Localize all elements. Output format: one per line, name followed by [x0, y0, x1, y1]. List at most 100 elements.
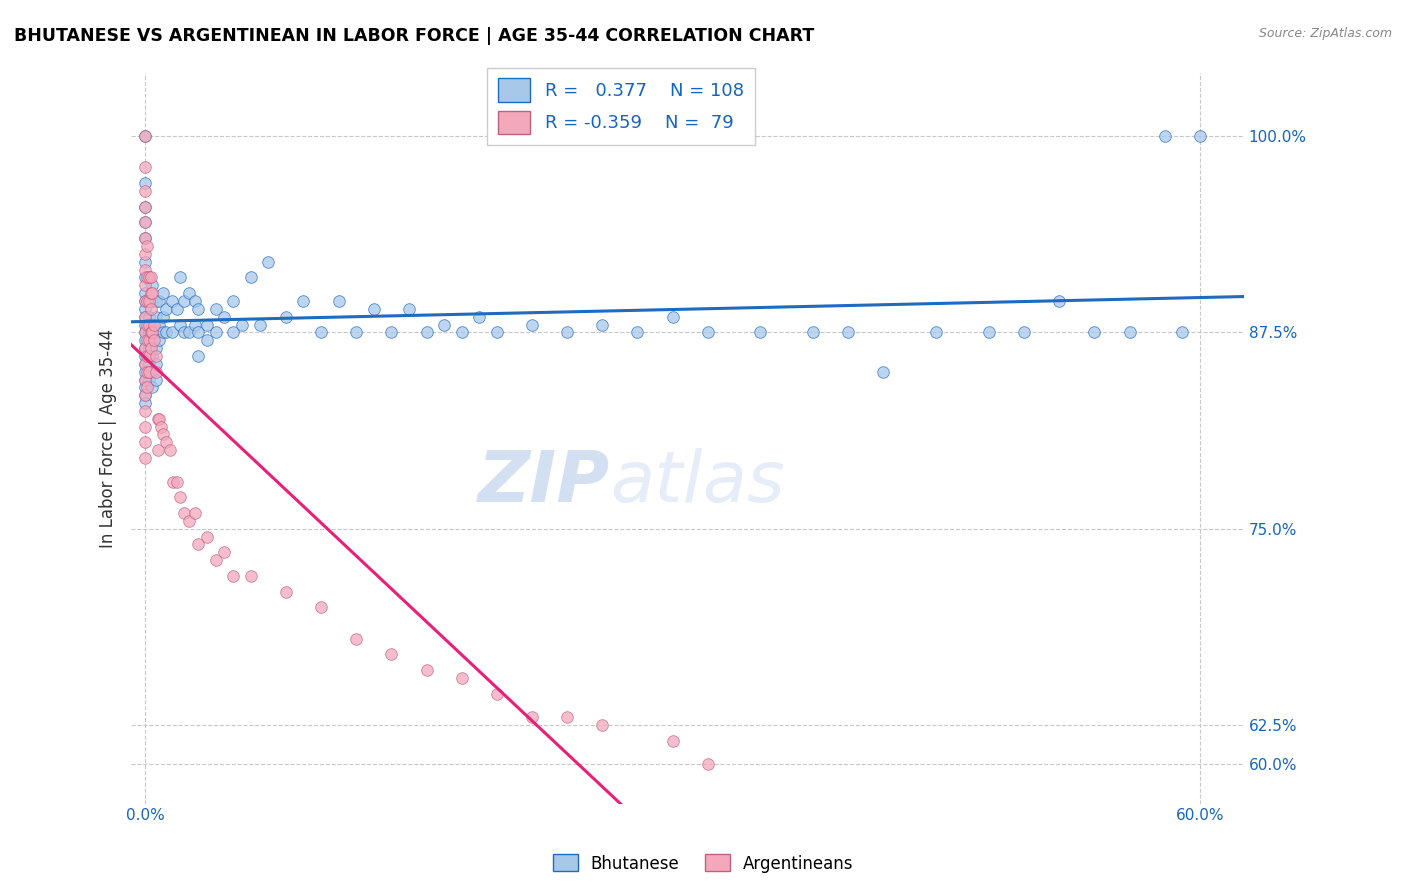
Point: [977, 326, 1000, 340]
Point: [134, 380, 156, 394]
Point: [134, 129, 156, 144]
Point: [195, 530, 218, 544]
Point: [468, 310, 491, 324]
Point: [274, 584, 297, 599]
Point: [380, 326, 402, 340]
Point: [136, 380, 159, 394]
Point: [661, 733, 683, 747]
Point: [134, 404, 156, 418]
Point: [141, 380, 163, 394]
Point: [145, 372, 167, 386]
Point: [239, 569, 262, 583]
Point: [231, 318, 253, 332]
Point: [309, 600, 332, 615]
Point: [146, 443, 169, 458]
Point: [173, 326, 195, 340]
Point: [141, 286, 163, 301]
Point: [139, 301, 162, 316]
Point: [1171, 326, 1194, 340]
Point: [134, 286, 156, 301]
Point: [134, 231, 156, 245]
Point: [134, 365, 156, 379]
Point: [139, 341, 162, 355]
Point: [204, 301, 226, 316]
Point: [134, 247, 156, 261]
Point: [134, 341, 156, 355]
Point: [143, 333, 166, 347]
Point: [134, 215, 156, 229]
Point: [179, 326, 201, 340]
Point: [214, 310, 236, 324]
Point: [204, 326, 226, 340]
Point: [134, 301, 156, 316]
Point: [626, 326, 648, 340]
Point: [187, 326, 209, 340]
Text: Source: ZipAtlas.com: Source: ZipAtlas.com: [1258, 27, 1392, 40]
Point: [1012, 326, 1035, 340]
Point: [134, 278, 156, 293]
Point: [136, 239, 159, 253]
Point: [160, 293, 183, 308]
Point: [145, 326, 167, 340]
Point: [166, 301, 188, 316]
Point: [141, 326, 163, 340]
Point: [143, 318, 166, 332]
Point: [520, 710, 543, 724]
Point: [138, 318, 160, 332]
Point: [344, 326, 367, 340]
Point: [749, 326, 772, 340]
Point: [1047, 293, 1070, 308]
Point: [134, 215, 156, 229]
Point: [134, 372, 156, 386]
Point: [134, 333, 156, 347]
Point: [139, 270, 162, 285]
Point: [138, 333, 160, 347]
Point: [145, 357, 167, 371]
Point: [134, 293, 156, 308]
Point: [145, 341, 167, 355]
Point: [141, 365, 163, 379]
Point: [160, 326, 183, 340]
Point: [138, 365, 160, 379]
Point: [591, 718, 613, 732]
Point: [148, 411, 170, 425]
Point: [145, 349, 167, 363]
Point: [183, 318, 205, 332]
Point: [134, 326, 156, 340]
Text: atlas: atlas: [610, 448, 785, 516]
Point: [136, 333, 159, 347]
Point: [204, 553, 226, 567]
Point: [309, 326, 332, 340]
Point: [134, 231, 156, 245]
Point: [134, 419, 156, 434]
Point: [415, 663, 437, 677]
Point: [169, 318, 191, 332]
Point: [183, 293, 205, 308]
Point: [134, 200, 156, 214]
Point: [274, 310, 297, 324]
Point: [134, 357, 156, 371]
Point: [187, 349, 209, 363]
Point: [328, 293, 350, 308]
Point: [134, 326, 156, 340]
Point: [363, 301, 385, 316]
Point: [239, 270, 262, 285]
Legend: Bhutanese, Argentineans: Bhutanese, Argentineans: [546, 847, 860, 880]
Point: [162, 475, 184, 489]
Point: [555, 710, 578, 724]
Point: [173, 293, 195, 308]
Point: [1083, 326, 1105, 340]
Point: [380, 648, 402, 662]
Point: [555, 326, 578, 340]
Point: [148, 318, 170, 332]
Point: [134, 357, 156, 371]
Point: [134, 310, 156, 324]
Point: [450, 671, 472, 685]
Point: [141, 333, 163, 347]
Point: [134, 341, 156, 355]
Point: [1153, 129, 1175, 144]
Point: [166, 475, 188, 489]
Point: [134, 129, 156, 144]
Point: [696, 326, 718, 340]
Point: [222, 569, 245, 583]
